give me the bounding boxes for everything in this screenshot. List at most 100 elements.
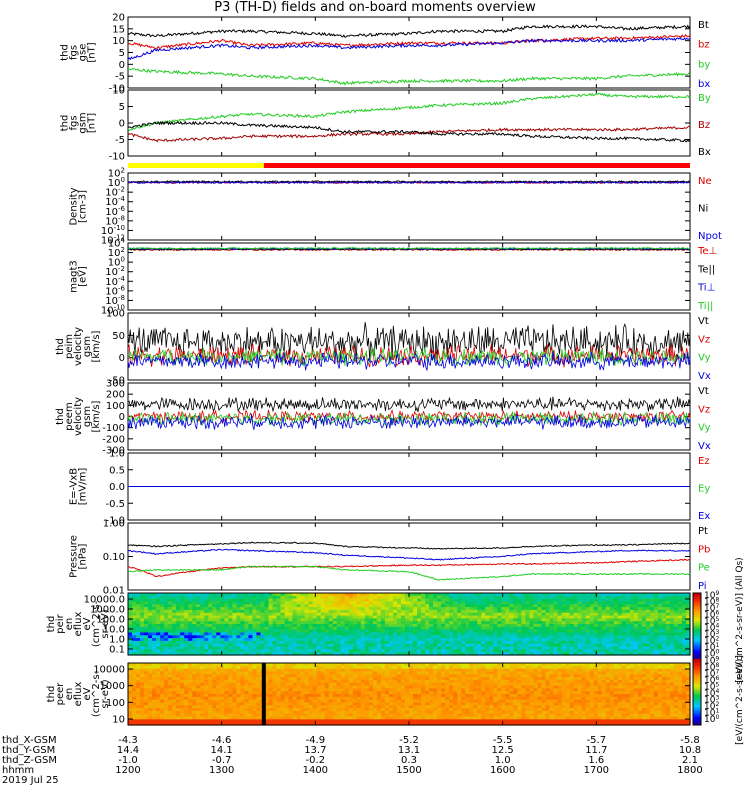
spectrogram-cell — [673, 635, 679, 639]
mode-bar-segment — [128, 163, 264, 168]
spectrogram-cell — [621, 618, 627, 622]
spectrogram-cell — [136, 722, 141, 726]
spectrogram-cell — [517, 593, 522, 597]
spectrogram-cell — [344, 618, 350, 622]
spectrogram-cell — [160, 621, 165, 625]
spectrogram-cell — [392, 685, 398, 689]
spectrogram-cell — [344, 638, 350, 642]
spectrogram-cell — [256, 682, 262, 687]
spectrogram-cell — [653, 609, 659, 614]
spectrogram-cell — [240, 624, 246, 628]
spectrogram-cell — [505, 626, 510, 631]
spectrogram-cell — [409, 632, 414, 636]
spectrogram-cell — [637, 640, 643, 645]
spectrogram-cell — [224, 719, 229, 723]
spectrogram-cell — [400, 640, 406, 645]
spectrogram-cell — [156, 635, 161, 639]
spectrogram-cell — [453, 646, 458, 650]
spectrogram-cell — [260, 626, 266, 631]
spectrogram-cell — [320, 722, 326, 726]
spectrogram-cell — [533, 632, 539, 636]
spectrogram-cell — [457, 652, 462, 656]
spectrogram-cell — [541, 640, 547, 645]
spectrogram-cell — [148, 612, 153, 617]
spectrogram-cell — [404, 607, 410, 611]
spectrogram-cell — [344, 593, 350, 597]
spectrogram-cell — [352, 629, 358, 634]
spectrogram-cell — [477, 598, 482, 603]
spectrogram-cell — [208, 607, 213, 611]
spectrogram-cell — [356, 604, 362, 608]
spectrogram-cell — [421, 598, 426, 603]
spectrogram-cell — [549, 618, 555, 622]
spectrogram-cell — [392, 671, 398, 675]
spectrogram-cell — [348, 699, 354, 704]
spectrogram-cell — [204, 665, 209, 670]
spectrogram-cell — [392, 649, 398, 653]
spectrogram-cell — [372, 665, 378, 670]
spectrogram-cell — [465, 629, 470, 634]
spectrogram-cell — [224, 668, 229, 673]
spectrogram-cell — [352, 668, 358, 673]
spectrogram-cell — [304, 649, 310, 653]
spectrogram-cell — [685, 621, 691, 625]
spectrogram-cell — [284, 598, 290, 603]
spectrogram-cell — [677, 618, 683, 622]
spectrogram-cell — [292, 595, 298, 600]
spectrogram-cell — [388, 643, 394, 648]
spectrogram-cell — [453, 618, 458, 622]
spectrogram-cell — [316, 646, 322, 650]
spectrogram-cell — [304, 593, 310, 597]
spectrogram-cell — [316, 682, 322, 687]
spectrogram-cell — [244, 649, 250, 653]
spectrogram-cell — [132, 652, 137, 656]
spectrogram-cell — [645, 643, 651, 648]
spectrogram-cell — [192, 593, 197, 597]
spectrogram-cell — [148, 595, 153, 600]
spectrogram-cell — [272, 607, 278, 611]
spectrogram-cell — [589, 621, 595, 625]
spectrogram-cell — [216, 694, 221, 698]
spectrogram-cell — [400, 722, 406, 726]
spectrogram-cell — [208, 696, 213, 701]
spectrogram-cell — [477, 607, 482, 611]
spectrogram-cell — [240, 640, 246, 645]
spectrogram-cell — [168, 702, 173, 706]
spectrogram-cell — [144, 665, 149, 670]
spectrogram-cell — [557, 632, 563, 636]
spectrogram-cell — [601, 593, 607, 597]
spectrogram-cell — [196, 688, 201, 692]
spectrogram-cell — [160, 710, 165, 715]
spectrogram-cell — [160, 722, 165, 726]
spectrogram-cell — [509, 601, 514, 605]
spectrogram-cell — [256, 635, 262, 639]
spectrogram-cell — [653, 604, 659, 608]
spectrogram-cell — [300, 638, 306, 642]
spectrogram-cell — [441, 632, 446, 636]
spectrogram-cell — [204, 595, 209, 600]
spectrogram-cell — [196, 685, 201, 689]
spectrogram-cell — [292, 719, 298, 723]
spectrogram-cell — [553, 612, 559, 617]
spectrogram-cell — [176, 598, 181, 603]
spectrogram-cell — [457, 598, 462, 603]
spectrogram-cell — [573, 646, 579, 650]
spectrogram-cell — [332, 593, 338, 597]
spectrogram-cell — [605, 618, 611, 622]
spectrogram-cell — [380, 722, 386, 726]
spectrogram-cell — [593, 626, 599, 631]
spectrogram-cell — [172, 696, 177, 701]
spectrogram-cell — [220, 629, 225, 634]
spectrogram-cell — [601, 618, 607, 622]
spectrogram-cell — [352, 705, 358, 709]
spectrogram-cell — [561, 638, 567, 642]
spectrogram-cell — [493, 632, 498, 636]
spectrogram-cell — [156, 694, 161, 698]
spectrogram-cell — [184, 640, 189, 645]
spectrogram-cell — [641, 612, 647, 617]
spectrogram-cell — [525, 652, 531, 656]
spectrogram-cell — [324, 679, 330, 684]
spectrogram-cell — [152, 646, 157, 650]
spectrogram-cell — [148, 688, 153, 692]
spectrogram-cell — [489, 635, 494, 639]
